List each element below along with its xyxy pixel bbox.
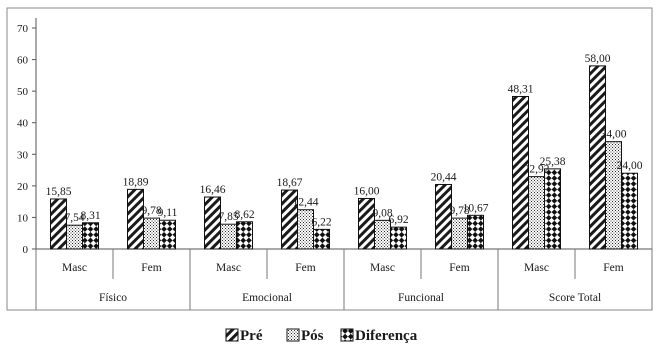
bar-diferenca [621, 172, 638, 250]
y-tick-label: 0 [23, 244, 29, 256]
value-label-diferenca: 8,31 [80, 210, 100, 222]
bar-diferenca [236, 221, 253, 250]
bar-pos [451, 217, 468, 250]
legend-label-pre: Pré [240, 328, 263, 344]
bar-diferenca [467, 214, 484, 250]
value-labels: 15,857,548,3118,899,789,1116,467,858,621… [46, 53, 643, 228]
bar-pre [435, 183, 452, 250]
subcategory-label: Masc [524, 262, 549, 274]
legend-item-pos: Pós [286, 328, 324, 344]
bar-pos [605, 141, 622, 250]
bar-pre [358, 197, 375, 250]
value-label-pos: 22,92 [524, 164, 550, 176]
value-label-pre: 18,89 [123, 176, 149, 188]
value-label-pre: 48,31 [508, 83, 534, 95]
value-label-pos: 12,44 [293, 197, 319, 209]
bar-pre [204, 196, 221, 250]
y-tick-label: 40 [17, 118, 29, 130]
legend-swatch-diferenca [340, 328, 354, 342]
subcategory-label: Masc [216, 262, 241, 274]
bar-pos [220, 223, 237, 250]
legend-item-diferenca: Diferença [340, 328, 418, 344]
bar-diferenca [159, 219, 176, 250]
value-label-pos: 7,54 [64, 212, 84, 224]
chart-frame [6, 7, 653, 311]
legend-swatch-pre [225, 328, 239, 342]
y-tick-label: 50 [17, 86, 29, 98]
y-tick-label: 10 [17, 212, 29, 224]
value-label-pre: 16,46 [200, 184, 226, 196]
value-label-diferenca: 10,67 [463, 202, 489, 214]
bar-pos [143, 217, 160, 250]
group-label: Score Total [549, 292, 601, 304]
value-label-diferenca: 25,38 [540, 156, 566, 168]
value-label-pos: 9,78 [141, 205, 161, 217]
value-label-diferenca: 9,11 [158, 207, 178, 219]
value-label-diferenca: 6,92 [388, 214, 408, 226]
legend-swatch-pos [286, 328, 300, 342]
value-label-pre: 18,67 [277, 177, 303, 189]
category-axis: Masc Fem Masc Fem Masc Fem Masc Fem Físico Emocio… [35, 249, 653, 310]
bar-diferenca [390, 226, 407, 250]
bar-diferenca [544, 168, 561, 250]
legend-label-pos: Pós [301, 328, 324, 344]
value-label-pre: 15,85 [46, 186, 72, 198]
bar-pre [512, 95, 529, 250]
y-tick-label: 60 [17, 55, 29, 67]
value-label-pos: 34,00 [601, 129, 627, 141]
bar-pre [50, 198, 67, 250]
bar-diferenca [82, 222, 99, 250]
value-label-pre: 58,00 [585, 53, 611, 65]
legend: Pré Pós Diferença [225, 328, 418, 344]
value-label-pos: 9,08 [372, 207, 392, 219]
bar-pos [66, 224, 83, 250]
bar-pre [589, 65, 606, 250]
bar-pos [528, 176, 545, 250]
subcategory-label: Masc [370, 262, 395, 274]
subcategory-label: Fem [449, 262, 470, 274]
value-label-pos: 9,78 [449, 205, 469, 217]
group-label: Físico [99, 292, 127, 304]
group-label: Funcional [398, 292, 444, 304]
bars [50, 65, 638, 250]
subcategory-label: Masc [62, 262, 87, 274]
value-label-pos: 7,85 [218, 211, 238, 223]
bar-pre [127, 188, 144, 250]
value-label-pre: 20,44 [431, 171, 457, 183]
subcategory-label: Fem [141, 262, 162, 274]
legend-label-diferenca: Diferença [355, 328, 418, 344]
y-tick-label: 30 [17, 149, 29, 161]
subcategory-label: Fem [295, 262, 316, 274]
legend-item-pre: Pré [225, 328, 263, 344]
y-tick-label: 70 [17, 23, 29, 35]
value-label-diferenca: 24,00 [617, 160, 643, 172]
group-label: Emocional [242, 292, 292, 304]
value-label-pre: 16,00 [354, 185, 380, 197]
value-label-diferenca: 8,62 [234, 209, 254, 221]
bar-diferenca [313, 228, 330, 250]
value-label-diferenca: 6,22 [311, 216, 331, 228]
subcategory-label: Fem [603, 262, 624, 274]
y-tick-label: 20 [17, 181, 29, 193]
